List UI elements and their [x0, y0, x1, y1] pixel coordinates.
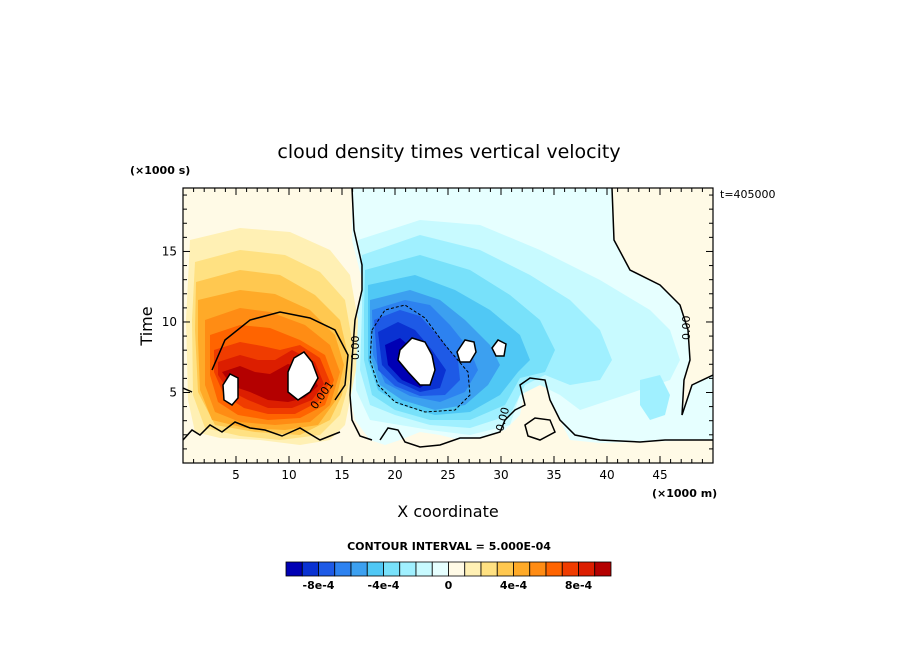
x-tick-label: 40: [599, 468, 614, 482]
x-units-label: (×1000 m): [652, 487, 717, 500]
contour-lines: [183, 188, 713, 448]
x-tick-label: 35: [546, 468, 561, 482]
y-units-label: (×1000 s): [130, 164, 190, 177]
colorbar-tick-label: 0: [445, 579, 453, 592]
y-tick-label: 10: [162, 315, 177, 329]
x-tick-label: 15: [334, 468, 349, 482]
colorbar-swatch: [399, 561, 417, 577]
colorbar-swatch: [415, 561, 433, 577]
colorbar-swatch: [366, 561, 384, 577]
x-axis-label: X coordinate: [397, 502, 498, 521]
colorbar-swatch: [578, 561, 596, 577]
colorbar-swatch: [350, 561, 368, 577]
colorbar-tick-label: 4e-4: [500, 579, 528, 592]
x-axis: 5 10 15 20 25 30 35 40 45: [193, 188, 703, 482]
colorbar-tick-label: -4e-4: [368, 579, 400, 592]
contour-label: 0.00: [680, 316, 693, 341]
colorbar-swatch: [594, 561, 612, 577]
colorbar-swatch: [545, 561, 563, 577]
y-axis: 5 10 15: [162, 194, 713, 450]
x-tick-label: 20: [387, 468, 402, 482]
colorbar-tick-label: -8e-4: [303, 579, 335, 592]
colorbar-swatch: [464, 561, 482, 577]
colorbar-swatch: [448, 561, 466, 577]
colorbar-swatch: [334, 561, 352, 577]
colorbar-swatch: [285, 561, 303, 577]
y-tick-label: 5: [169, 385, 177, 399]
x-tick-label: 30: [493, 468, 508, 482]
x-tick-label: 45: [652, 468, 667, 482]
y-axis-label: Time: [137, 306, 156, 346]
colorbar-swatch: [431, 561, 449, 577]
colorbar-swatch: [301, 561, 319, 577]
colorbar-swatch: [561, 561, 579, 577]
colorbar-tick-label: 8e-4: [565, 579, 593, 592]
x-tick-label: 5: [232, 468, 240, 482]
contour-interval: CONTOUR INTERVAL = 5.000E-04: [347, 540, 551, 553]
y-tick-label: 15: [162, 244, 177, 258]
colorbar-swatch: [496, 561, 514, 577]
colorbar-swatch: [529, 561, 547, 577]
contour-label: 0.00: [349, 336, 362, 361]
contour-label: 0.00: [493, 406, 512, 433]
plot-area: [183, 188, 713, 463]
colorbar-swatch: [318, 561, 336, 577]
colorbar-swatch: [383, 561, 401, 577]
colorbar-swatch: [513, 561, 531, 577]
colorbar: -8e-4 -4e-4 0 4e-4 8e-4: [285, 561, 612, 592]
time-label: t=405000: [720, 188, 776, 201]
x-tick-label: 25: [440, 468, 455, 482]
x-tick-label: 10: [281, 468, 296, 482]
chart-title: cloud density times vertical velocity: [277, 141, 620, 163]
colorbar-swatch: [480, 561, 498, 577]
